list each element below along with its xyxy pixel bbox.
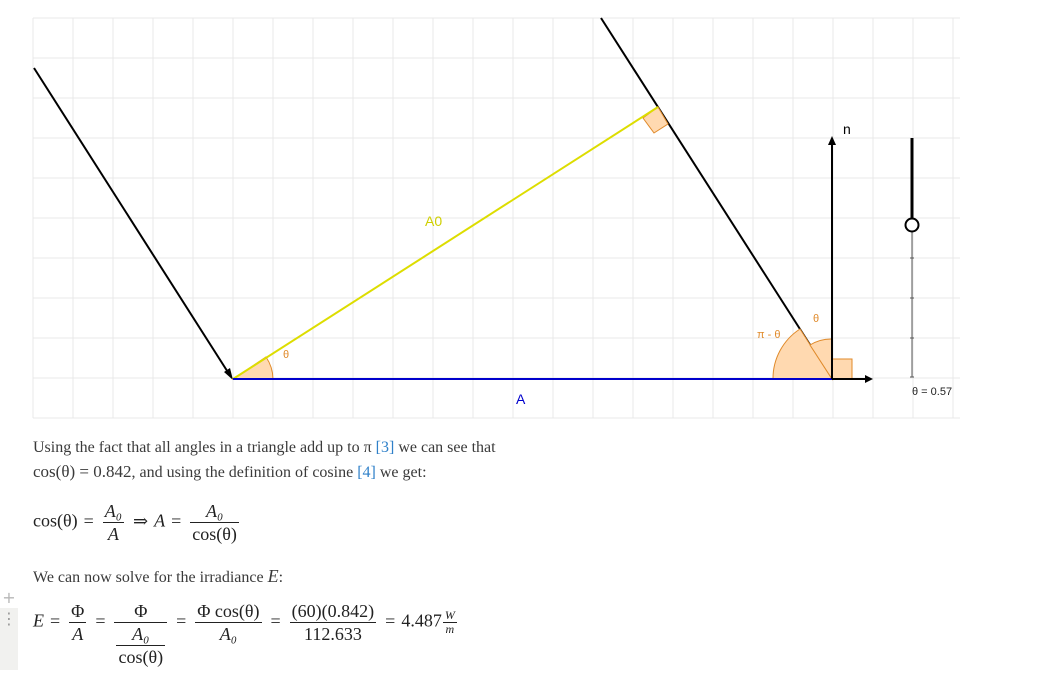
eq2-fraction-phi-over-a0-cos: Φ A₀ cos(θ) [114, 600, 168, 668]
equation-area-relation: cos(θ) = A₀ A ⇒ A = A₀ cos(θ) [33, 500, 242, 545]
normal-label: n [843, 121, 851, 137]
eq2-e: E [33, 610, 44, 631]
reference-link-4[interactable]: [4] [357, 464, 376, 481]
p3-variable-e: E [267, 566, 279, 586]
eq1-a: A [154, 510, 166, 531]
p1-text: Using the fact that all angles in a tria… [33, 439, 376, 456]
eq1-equals-2: = [171, 510, 182, 531]
arrowhead-left [224, 368, 233, 380]
eq2-fraction-phi-cos-over-a0: Φ cos(θ) A₀ [195, 601, 262, 644]
slider-knob[interactable] [904, 217, 920, 233]
paragraph-triangle-angles: Using the fact that all angles in a tria… [33, 436, 496, 485]
slider-ticks [910, 257, 914, 378]
pi-minus-theta-label: π - θ [757, 329, 780, 341]
reference-link-3[interactable]: [3] [375, 439, 395, 456]
cos-value-math: cos(θ) = 0.842 [33, 462, 132, 481]
slider-value-label: θ = 0.57 [912, 386, 952, 398]
p2-text-end: we get: [375, 464, 427, 481]
angle-pi-minus-theta [772, 328, 833, 380]
eq1-implies: ⇒ [133, 510, 149, 531]
block-gutter [0, 608, 18, 670]
theta-label-left: θ [283, 349, 289, 361]
drag-handle-icon[interactable]: ⋮ [1, 609, 17, 628]
right-angle-marker-base [831, 358, 853, 380]
geometry-figure: A0 A n θ θ π - θ θ = 0.57 [32, 17, 960, 419]
incident-ray-right [600, 17, 831, 377]
p3-text: We can now solve for the irradiance [33, 569, 268, 586]
eq2-result: 4.487 [401, 610, 442, 631]
a-label: A [516, 391, 526, 407]
eq1-fraction-a0-over-cos: A₀ cos(θ) [190, 501, 239, 544]
paragraph-irradiance: We can now solve for the irradiance E: [33, 564, 283, 590]
eq2-fraction-numeric: (60)(0.842) 112.633 [289, 601, 377, 644]
a0-label: A0 [425, 213, 442, 229]
surface-arrowhead [865, 375, 873, 383]
grid [32, 17, 960, 419]
normal-arrowhead [828, 136, 836, 145]
p3-colon: : [278, 569, 284, 586]
incident-ray-left [33, 67, 232, 378]
eq1-cos: cos(θ) [33, 510, 78, 531]
p2-text: , and using the definition of cosine [131, 464, 358, 481]
theta-label-right: θ [813, 313, 819, 325]
a0-line [232, 106, 659, 380]
eq1-equals: = [83, 510, 94, 531]
add-block-icon[interactable]: + [2, 588, 16, 607]
eq1-fraction-a0-over-a: A₀ A [102, 501, 125, 544]
equation-irradiance: E = Φ A = Φ A₀ cos(θ) = Φ cos(θ) A₀ = (60)(0.842) 112… [33, 600, 457, 668]
p1-text-mid: we can see that [394, 439, 496, 456]
right-angle-marker-top [642, 106, 669, 134]
